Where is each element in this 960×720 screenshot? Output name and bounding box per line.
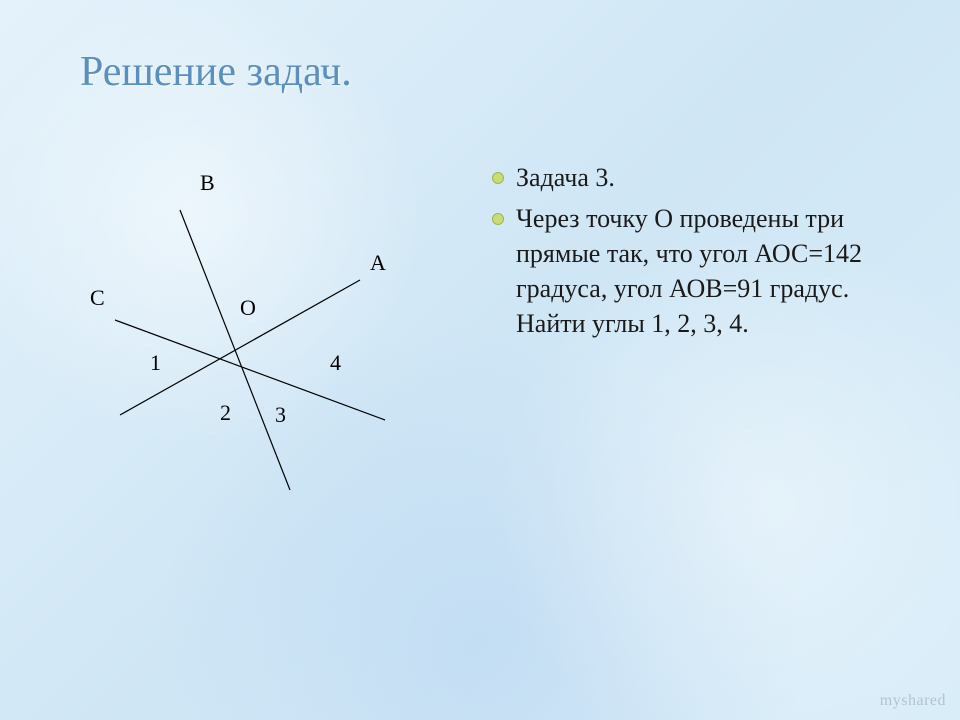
bullet-text: Задача 3. <box>516 163 615 192</box>
angle-label-1: 1 <box>150 350 161 375</box>
point-label-O: О <box>240 295 256 320</box>
slide-title: Решение задач. <box>80 48 352 96</box>
slide: Решение задач. Задача 3. Через точку О п… <box>0 0 960 720</box>
geometry-diagram: О А В С 1 2 3 4 <box>30 170 450 530</box>
angle-label-2: 2 <box>220 400 231 425</box>
bullet-list: Задача 3. Через точку О проведены три пр… <box>490 160 920 347</box>
angle-label-4: 4 <box>330 350 341 375</box>
watermark: myshared <box>880 692 946 710</box>
point-label-B: В <box>200 170 215 195</box>
bullet-text: Через точку О проведены три прямые так, … <box>516 204 862 338</box>
bullet-item: Через точку О проведены три прямые так, … <box>490 201 920 341</box>
point-label-C: С <box>90 285 105 310</box>
bullet-item: Задача 3. <box>490 160 920 195</box>
point-label-A: А <box>370 250 386 275</box>
angle-label-3: 3 <box>275 402 286 427</box>
